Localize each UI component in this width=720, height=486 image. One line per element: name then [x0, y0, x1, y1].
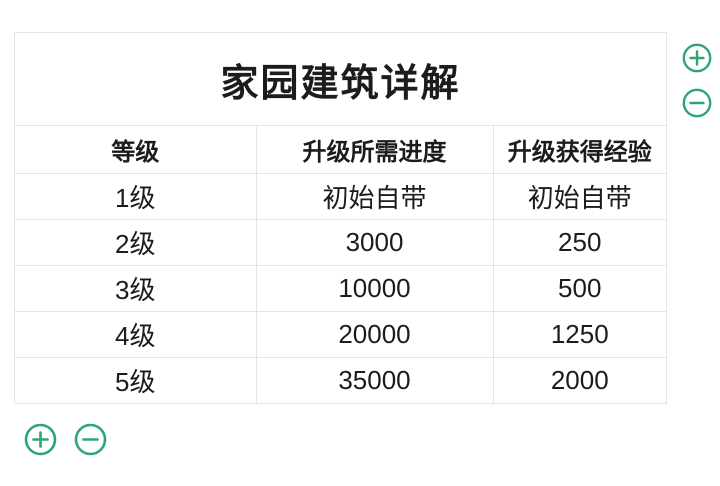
cell-level: 2级: [14, 218, 257, 266]
cell-exp: 1250: [492, 310, 667, 358]
plus-icon: [682, 43, 712, 73]
cell-exp: 2000: [492, 356, 667, 404]
cell-exp: 初始自带: [492, 172, 667, 220]
zoom-in-button[interactable]: [24, 423, 57, 456]
cell-progress: 20000: [255, 310, 494, 358]
cell-level: 4级: [14, 310, 257, 358]
header-upgrade-progress: 升级所需进度: [255, 125, 494, 174]
header-level: 等级: [14, 125, 257, 174]
cell-progress: 初始自带: [255, 172, 494, 220]
cell-progress: 10000: [255, 264, 494, 312]
cell-progress: 35000: [255, 356, 494, 404]
minus-icon: [682, 88, 712, 118]
cell-exp: 500: [492, 264, 667, 312]
table-row: 4级 20000 1250: [14, 310, 667, 358]
zoom-out-button[interactable]: [682, 88, 712, 118]
table-row: 2级 3000 250: [14, 218, 667, 266]
cell-level: 1级: [14, 172, 257, 220]
header-upgrade-exp: 升级获得经验: [492, 125, 667, 174]
table-row: 3级 10000 500: [14, 264, 667, 312]
table-header-row: 等级 升级所需进度 升级获得经验: [14, 125, 667, 174]
cell-level: 3级: [14, 264, 257, 312]
table-row: 5级 35000 2000: [14, 356, 667, 404]
minus-icon: [74, 423, 107, 456]
cell-progress: 3000: [255, 218, 494, 266]
cell-exp: 250: [492, 218, 667, 266]
building-levels-table: 等级 升级所需进度 升级获得经验 1级 初始自带 初始自带 2级 3000 25…: [14, 125, 667, 404]
zoom-in-button[interactable]: [682, 43, 712, 73]
page-title: 家园建筑详解: [15, 33, 666, 126]
table-row: 1级 初始自带 初始自带: [14, 172, 667, 220]
plus-icon: [24, 423, 57, 456]
cell-level: 5级: [14, 356, 257, 404]
table-panel: 家园建筑详解 等级 升级所需进度 升级获得经验 1级 初始自带 初始自带 2级 …: [14, 32, 667, 404]
zoom-out-button[interactable]: [74, 423, 107, 456]
